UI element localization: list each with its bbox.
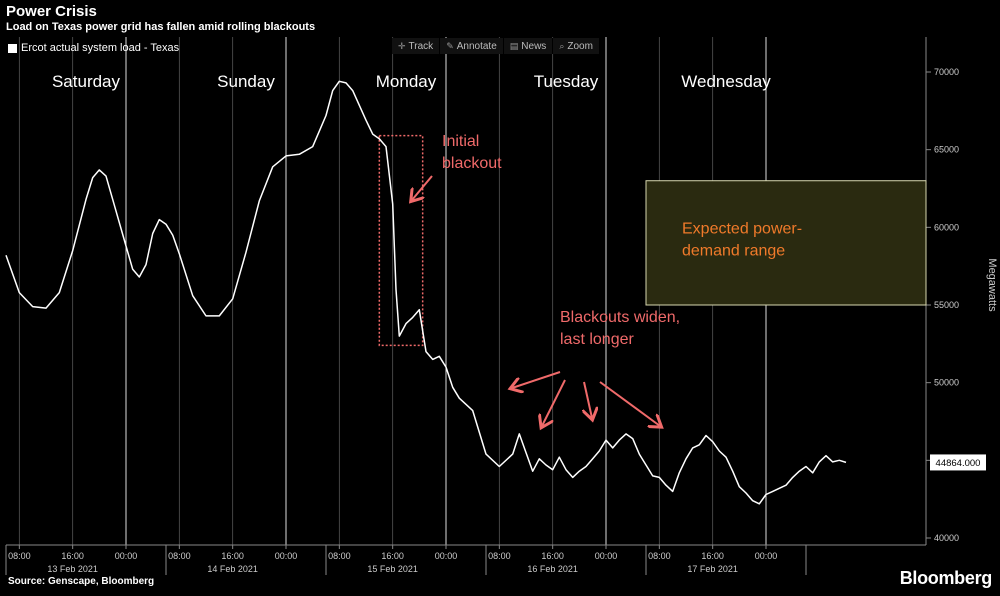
x-tick-label: 08:00 xyxy=(8,551,31,561)
x-tick-label: 00:00 xyxy=(115,551,138,561)
day-label: Wednesday xyxy=(681,72,771,91)
chart-title: Power Crisis xyxy=(6,3,97,20)
x-tick-label: 16:00 xyxy=(221,551,244,561)
date-label: 17 Feb 2021 xyxy=(687,564,738,574)
x-tick-label: 00:00 xyxy=(435,551,458,561)
expected-range-label: demand range xyxy=(682,243,785,260)
last-value-box xyxy=(930,454,986,471)
series-line xyxy=(5,80,847,505)
x-tick-label: 08:00 xyxy=(648,551,671,561)
day-label: Saturday xyxy=(52,72,121,91)
x-tick-label: 00:00 xyxy=(595,551,618,561)
x-tick-label: 08:00 xyxy=(168,551,191,561)
y-tick-label: 40000 xyxy=(934,533,959,543)
initial-blackout-box xyxy=(378,134,424,347)
last-value-label: 44864.000 xyxy=(936,458,981,469)
annotation-arrow xyxy=(412,175,433,200)
zoom-button[interactable]: ⌕ Zoom xyxy=(553,38,600,54)
x-tick-label: 16:00 xyxy=(541,551,564,561)
expected-range-box xyxy=(645,180,927,306)
annotation-blackouts-widen: last longer xyxy=(560,331,634,348)
annotation-arrow xyxy=(584,381,592,418)
chart-toolbar: ✛ Track ✎ Annotate ▤ News ⌕ Zoom xyxy=(392,38,600,54)
x-tick-label: 08:00 xyxy=(328,551,351,561)
date-label: 13 Feb 2021 xyxy=(47,564,98,574)
legend-swatch xyxy=(8,43,17,53)
pencil-icon: ✎ xyxy=(446,40,454,51)
annotation-initial-blackout: Initial xyxy=(442,133,479,150)
x-tick-label: 08:00 xyxy=(488,551,511,561)
news-button[interactable]: ▤ News xyxy=(503,38,554,54)
date-label: 14 Feb 2021 xyxy=(207,564,258,574)
y-tick-label: 65000 xyxy=(934,145,959,155)
news-icon: ▤ xyxy=(509,40,519,51)
annotation-blackouts-widen: Blackouts widen, xyxy=(560,309,680,326)
x-tick-label: 16:00 xyxy=(701,551,724,561)
x-tick-label: 16:00 xyxy=(381,551,404,561)
source-note: Source: Genscape, Bloomberg xyxy=(8,576,155,587)
y-axis-label: Megawatts xyxy=(986,258,998,312)
y-tick-label: 60000 xyxy=(934,222,959,232)
legend-label: Ercot actual system load - Texas xyxy=(21,42,180,54)
annotate-button[interactable]: ✎ Annotate xyxy=(440,38,504,54)
date-label: 16 Feb 2021 xyxy=(527,564,578,574)
y-tick-label: 70000 xyxy=(934,67,959,77)
crosshair-icon: ✛ xyxy=(398,40,406,51)
date-label: 15 Feb 2021 xyxy=(367,564,418,574)
annotation-arrow xyxy=(599,381,660,426)
legend[interactable]: Ercot actual system load - Texas xyxy=(8,42,179,54)
day-label: Monday xyxy=(376,72,437,91)
x-tick-label: 16:00 xyxy=(61,551,84,561)
x-tick-label: 00:00 xyxy=(275,551,298,561)
brand-logo: Bloomberg xyxy=(899,568,993,588)
expected-range-label: Expected power- xyxy=(682,221,802,238)
magnifier-icon: ⌕ xyxy=(559,40,565,51)
annotation-arrow xyxy=(512,371,561,388)
track-button[interactable]: ✛ Track xyxy=(392,38,441,54)
y-tick-label: 50000 xyxy=(934,378,959,388)
x-tick-label: 00:00 xyxy=(755,551,778,561)
chart-subtitle: Load on Texas power grid has fallen amid… xyxy=(6,21,316,33)
y-tick-label: 55000 xyxy=(934,300,959,310)
day-label: Tuesday xyxy=(534,72,599,91)
annotation-initial-blackout: blackout xyxy=(442,155,502,172)
day-label: Sunday xyxy=(217,72,275,91)
annotation-arrow xyxy=(542,379,566,426)
